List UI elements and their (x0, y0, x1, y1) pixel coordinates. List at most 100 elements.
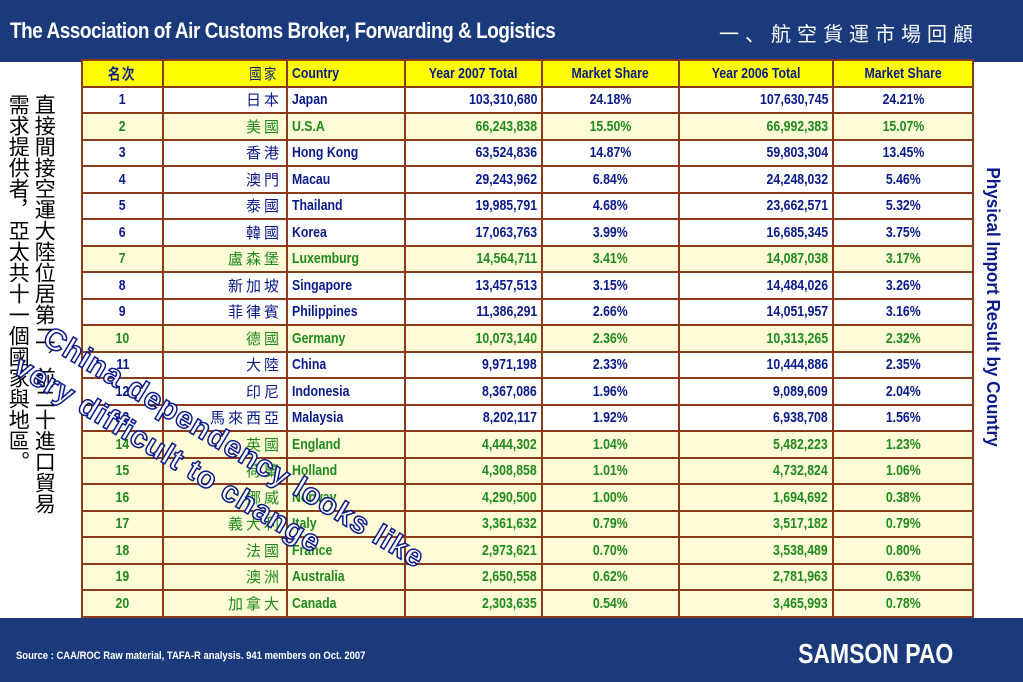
header-share2007: Market Share (541, 59, 680, 88)
cell-year2007: 11,386,291 (404, 297, 543, 326)
cell-country-en: England (286, 430, 406, 459)
cell-rank: 8 (81, 271, 164, 300)
cell-year2006: 14,484,026 (678, 271, 834, 300)
cell-country-en: Italy (286, 509, 406, 538)
header-share2006: Market Share (832, 59, 974, 88)
table-row: 10 德國 Germany 10,073,140 2.36% 10,313,265 2.32… (81, 324, 974, 353)
cell-share2007: 1.00% (541, 483, 680, 512)
side-note-column-2: 需求提供者，亞太共十一個國家與地區。 (6, 94, 31, 472)
cell-share2006: 0.78% (832, 589, 974, 618)
cell-year2006: 14,087,038 (678, 244, 834, 273)
cell-year2006: 6,938,708 (678, 403, 834, 432)
cell-year2007: 9,971,198 (404, 350, 543, 379)
cell-country-en: Philippines (286, 297, 406, 326)
cell-share2007: 3.41% (541, 244, 680, 273)
table-row: 7 盧森堡 Luxemburg 14,564,711 3.41% 14,087,038 3.… (81, 244, 974, 273)
cell-country-en: France (286, 536, 406, 565)
cell-country-en: Australia (286, 562, 406, 591)
cell-country-cn: 盧森堡 (162, 244, 288, 273)
cell-country-cn: 大陸 (162, 350, 288, 379)
cell-share2007: 6.84% (541, 165, 680, 194)
cell-country-cn: 義大利 (162, 509, 288, 538)
cell-country-cn: 澳洲 (162, 562, 288, 591)
cell-year2006: 3,517,182 (678, 509, 834, 538)
cell-year2006: 16,685,345 (678, 218, 834, 247)
cell-country-cn: 加拿大 (162, 589, 288, 618)
cell-rank: 12 (81, 377, 164, 406)
cell-rank: 9 (81, 297, 164, 326)
cell-year2006: 9,089,609 (678, 377, 834, 406)
cell-share2006: 0.38% (832, 483, 974, 512)
cell-share2006: 0.79% (832, 509, 974, 538)
cell-year2007: 4,290,500 (404, 483, 543, 512)
cell-rank: 2 (81, 112, 164, 141)
cell-share2007: 24.18% (541, 85, 680, 114)
table-header-row: 名次 國家 Country Year 2007 Total Market Sha… (81, 59, 974, 88)
cell-country-cn: 澳門 (162, 165, 288, 194)
cell-country-cn: 韓國 (162, 218, 288, 247)
side-caption: Physical Import Result by Country (983, 167, 1003, 447)
cell-share2007: 1.92% (541, 403, 680, 432)
table-row: 9 菲律賓 Philippines 11,386,291 2.66% 14,051,957… (81, 297, 974, 326)
cell-rank: 5 (81, 191, 164, 220)
cell-year2006: 107,630,745 (678, 85, 834, 114)
table-row: 17 義大利 Italy 3,361,632 0.79% 3,517,182 0.79% (81, 509, 974, 538)
cell-country-cn: 法國 (162, 536, 288, 565)
cell-country-cn: 香港 (162, 138, 288, 167)
table-row: 15 荷蘭 Holland 4,308,858 1.01% 4,732,824 1.06% (81, 456, 974, 485)
cell-country-cn: 新加坡 (162, 271, 288, 300)
cell-rank: 20 (81, 589, 164, 618)
source-note: Source : CAA/ROC Raw material, TAFA-R an… (16, 650, 366, 662)
cell-share2006: 3.75% (832, 218, 974, 247)
cell-year2006: 2,781,963 (678, 562, 834, 591)
cell-share2007: 0.79% (541, 509, 680, 538)
cell-share2006: 0.63% (832, 562, 974, 591)
cell-share2007: 1.96% (541, 377, 680, 406)
cell-share2006: 5.32% (832, 191, 974, 220)
cell-country-en: Japan (286, 85, 406, 114)
cell-country-en: Indonesia (286, 377, 406, 406)
cell-share2007: 2.66% (541, 297, 680, 326)
cell-year2007: 17,063,763 (404, 218, 543, 247)
cell-share2006: 1.56% (832, 403, 974, 432)
table-row: 18 法國 France 2,973,621 0.70% 3,538,489 0.80% (81, 536, 974, 565)
cell-country-en: Hong Kong (286, 138, 406, 167)
cell-year2006: 14,051,957 (678, 297, 834, 326)
cell-country-en: Korea (286, 218, 406, 247)
cell-year2007: 66,243,838 (404, 112, 543, 141)
cell-country-en: Thailand (286, 191, 406, 220)
cell-year2007: 29,243,962 (404, 165, 543, 194)
cell-year2006: 23,662,571 (678, 191, 834, 220)
cell-share2007: 14.87% (541, 138, 680, 167)
cell-year2006: 24,248,032 (678, 165, 834, 194)
cell-share2006: 2.35% (832, 350, 974, 379)
table-row: 12 印尼 Indonesia 8,367,086 1.96% 9,089,609 2.04… (81, 377, 974, 406)
cell-country-en: Macau (286, 165, 406, 194)
cell-share2006: 2.04% (832, 377, 974, 406)
cell-rank: 4 (81, 165, 164, 194)
cell-year2007: 4,444,302 (404, 430, 543, 459)
cell-year2007: 2,973,621 (404, 536, 543, 565)
table-row: 8 新加坡 Singapore 13,457,513 3.15% 14,484,026 3.… (81, 271, 974, 300)
footer-bar (0, 618, 1023, 682)
cell-year2007: 3,361,632 (404, 509, 543, 538)
cell-rank: 16 (81, 483, 164, 512)
table-row: 14 英國 England 4,444,302 1.04% 5,482,223 1.23% (81, 430, 974, 459)
cell-country-cn: 荷蘭 (162, 456, 288, 485)
cell-rank: 10 (81, 324, 164, 353)
import-table: 名次 國家 Country Year 2007 Total Market Sha… (81, 59, 974, 644)
cell-country-cn: 日本 (162, 85, 288, 114)
cell-year2006: 59,803,304 (678, 138, 834, 167)
section-subtitle: 一、航空貨運市場回顧 (719, 22, 979, 46)
cell-share2007: 0.70% (541, 536, 680, 565)
cell-country-cn: 德國 (162, 324, 288, 353)
cell-rank: 17 (81, 509, 164, 538)
cell-country-en: Holland (286, 456, 406, 485)
cell-rank: 14 (81, 430, 164, 459)
cell-share2006: 3.17% (832, 244, 974, 273)
cell-rank: 19 (81, 562, 164, 591)
cell-share2006: 13.45% (832, 138, 974, 167)
table-row: 16 挪威 Norway 4,290,500 1.00% 1,694,692 0.38% (81, 483, 974, 512)
cell-rank: 15 (81, 456, 164, 485)
cell-country-en: Singapore (286, 271, 406, 300)
